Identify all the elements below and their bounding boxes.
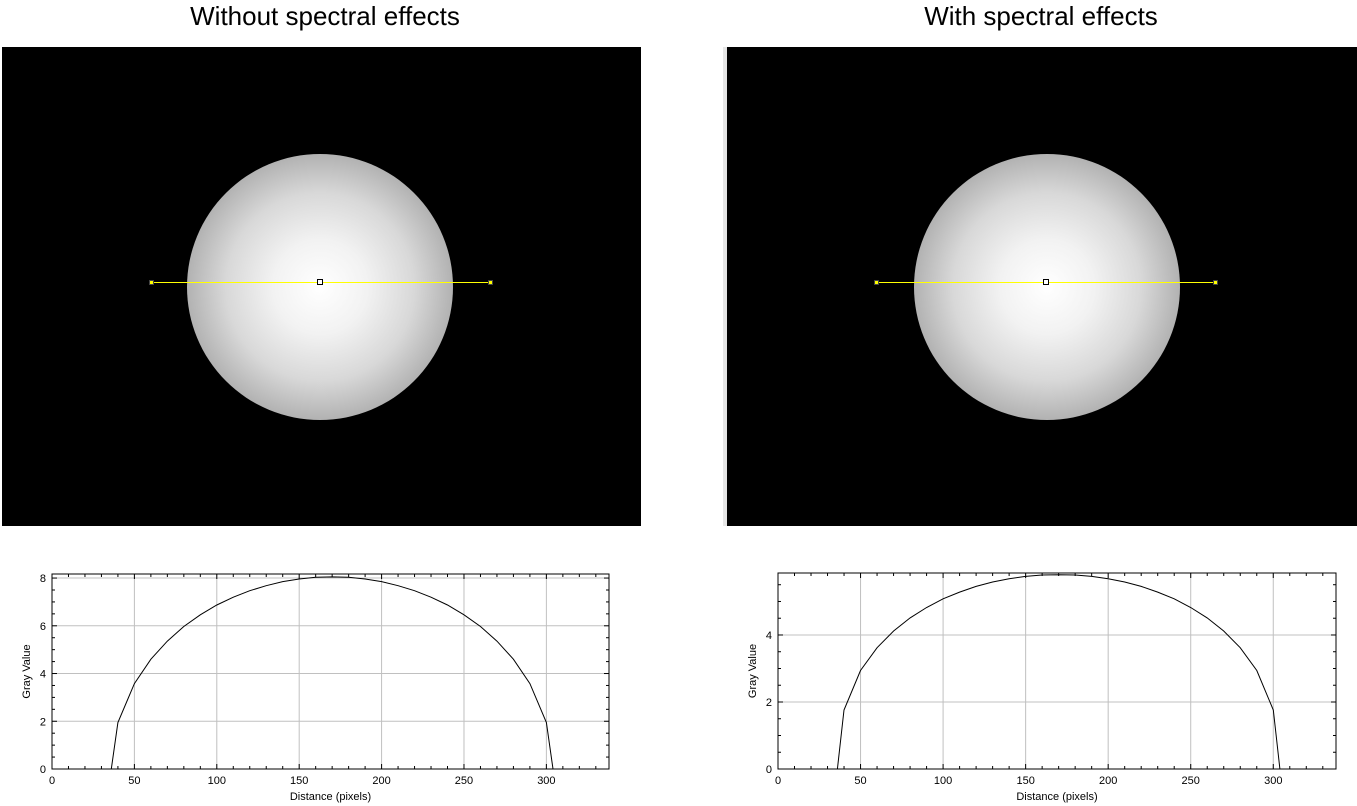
y-tick-label: 4 (766, 630, 772, 642)
x-tick-label: 250 (1182, 775, 1200, 787)
x-tick-label: 100 (934, 775, 952, 787)
profile-curve (52, 576, 609, 770)
sphere (914, 154, 1180, 420)
x-tick-label: 0 (775, 775, 781, 787)
line-start-handle[interactable] (149, 280, 154, 285)
x-tick-label: 50 (854, 775, 866, 787)
left-panel-title: Without spectral effects (190, 1, 460, 31)
x-tick-label: 250 (455, 775, 473, 787)
x-tick-label: 200 (1099, 775, 1117, 787)
y-axis-label: Gray Value (747, 644, 759, 698)
plot-frame (777, 572, 1337, 770)
y-tick-label: 0 (40, 764, 46, 776)
profile-curve (778, 574, 1336, 770)
plot-frame (51, 573, 610, 770)
x-tick-label: 300 (1264, 775, 1282, 787)
x-tick-label: 150 (290, 775, 308, 787)
y-tick-label: 0 (766, 764, 772, 776)
line-end-handle[interactable] (1213, 280, 1218, 285)
left-sphere-image[interactable] (2, 47, 641, 526)
y-tick-label: 2 (40, 716, 46, 728)
left-profile-plot: 0 50 100 150 200 250 300 0 2 4 6 8 Distance (pixels)… (21, 573, 610, 803)
y-tick-label: 4 (40, 669, 46, 681)
right-panel-title: With spectral effects (924, 1, 1158, 31)
y-tick-label: 8 (40, 573, 46, 585)
image-border (723, 47, 727, 526)
x-tick-label: 0 (49, 775, 55, 787)
line-center-handle[interactable] (1043, 279, 1049, 285)
y-tick-label: 6 (40, 621, 46, 633)
x-tick-label: 50 (128, 775, 140, 787)
line-end-handle[interactable] (488, 280, 493, 285)
line-start-handle[interactable] (874, 280, 879, 285)
sphere (187, 154, 453, 420)
x-axis-label: Distance (pixels) (1016, 791, 1097, 803)
x-tick-label: 200 (372, 775, 390, 787)
right-profile-plot: 0 50 100 150 200 250 300 0 2 4 Distance (pixels) Gr… (747, 572, 1337, 803)
y-axis-label: Gray Value (21, 644, 33, 698)
y-tick-label: 2 (766, 697, 772, 709)
x-tick-label: 300 (537, 775, 555, 787)
x-axis-label: Distance (pixels) (290, 791, 371, 803)
x-tick-label: 150 (1016, 775, 1034, 787)
x-tick-label: 100 (208, 775, 226, 787)
line-center-handle[interactable] (317, 279, 323, 285)
right-sphere-image[interactable] (727, 47, 1357, 526)
